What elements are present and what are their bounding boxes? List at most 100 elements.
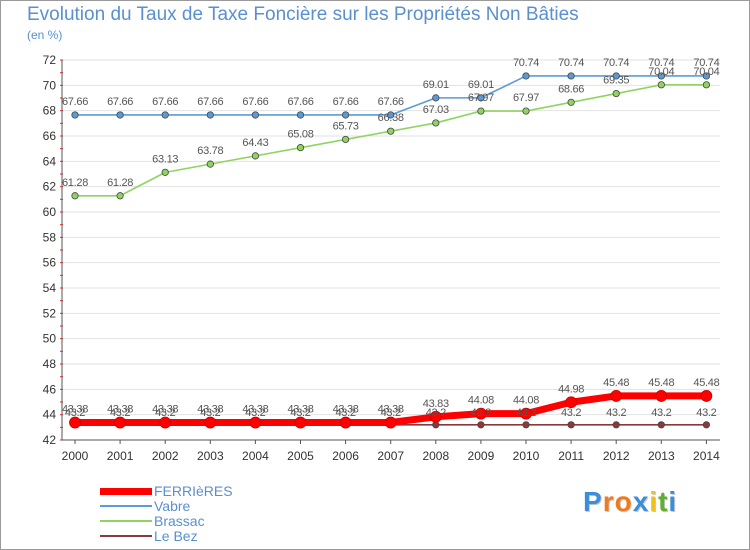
data-point: [432, 119, 440, 127]
data-label: 67.66: [242, 96, 268, 108]
logo-letter: P: [583, 486, 603, 517]
legend-label: Vabre: [154, 498, 191, 514]
y-tick-label: 54: [43, 281, 57, 295]
data-point: [612, 89, 620, 98]
data-label: 67.66: [107, 96, 133, 108]
data-point: [522, 421, 530, 429]
data-point: [204, 416, 217, 429]
data-label: 43.2: [651, 407, 671, 419]
data-point: [477, 421, 485, 429]
data-point: [474, 407, 487, 420]
data-label: 43.38: [107, 404, 133, 416]
x-tick-label: 2006: [332, 449, 359, 463]
data-label: 44.98: [558, 383, 584, 395]
data-label: 66.38: [378, 112, 404, 124]
data-label: 43.2: [200, 407, 220, 419]
data-point: [384, 416, 397, 429]
data-point: [522, 107, 530, 115]
y-tick-label: 50: [43, 332, 57, 346]
data-point: [612, 72, 620, 80]
x-tick-label: 2011: [558, 449, 584, 463]
data-point: [432, 94, 440, 102]
logo-letter: i: [649, 486, 659, 517]
data-point: [567, 72, 575, 80]
data-label: 43.2: [155, 407, 175, 419]
data-label: 61.28: [62, 177, 88, 189]
data-label: 45.48: [693, 377, 719, 389]
data-label: 45.48: [603, 377, 629, 389]
data-point: [116, 111, 124, 119]
data-point: [565, 396, 577, 409]
y-axis-unit-label: (en %): [27, 28, 63, 42]
data-label: 70.74: [603, 57, 629, 69]
x-tick-label: 2002: [152, 449, 179, 463]
data-point: [161, 168, 169, 176]
data-point: [296, 144, 305, 152]
y-tick-label: 68: [43, 104, 57, 118]
legend-label: FERRIèRES: [154, 483, 233, 499]
data-label: 67.66: [62, 96, 88, 108]
data-point: [522, 72, 530, 80]
legend-swatch: [100, 535, 152, 537]
data-label: 43.38: [287, 404, 313, 416]
data-label: 67.97: [468, 92, 494, 104]
data-label: 43.38: [197, 404, 223, 416]
data-point: [657, 72, 665, 80]
data-point: [657, 81, 665, 89]
data-point: [702, 81, 711, 89]
data-label: 43.2: [65, 407, 85, 419]
logo-letter: o: [614, 486, 633, 517]
legend-swatch: [100, 520, 152, 522]
data-label: 43.2: [245, 407, 265, 419]
data-label: 43.2: [696, 407, 716, 419]
y-tick-label: 72: [43, 53, 57, 67]
legend-label: Brassac: [154, 513, 205, 529]
data-label: 43.2: [606, 407, 626, 419]
data-label: 65.73: [333, 120, 359, 132]
data-point: [341, 111, 350, 119]
data-label: 70.74: [513, 57, 539, 69]
y-tick-label: 70: [43, 78, 57, 92]
data-label: 63.78: [197, 145, 223, 157]
y-tick-label: 60: [43, 205, 57, 219]
legend-label: Le Bez: [154, 528, 198, 544]
data-point: [206, 111, 214, 119]
x-tick-label: 2007: [377, 449, 404, 463]
y-tick-label: 56: [43, 256, 57, 270]
y-tick-label: 62: [43, 180, 57, 194]
data-label: 44.08: [513, 395, 539, 407]
data-label: 43.2: [516, 407, 536, 419]
data-label: 43.38: [333, 404, 359, 416]
data-point: [114, 416, 126, 429]
data-point: [702, 72, 711, 80]
x-tick-label: 2004: [242, 449, 269, 463]
y-tick-label: 66: [43, 129, 57, 143]
y-tick-label: 44: [43, 408, 57, 422]
data-point: [702, 421, 711, 429]
data-label: 67.66: [378, 96, 404, 108]
data-label: 43.38: [62, 404, 88, 416]
data-point: [387, 111, 395, 119]
data-point: [477, 107, 485, 115]
x-tick-label: 2009: [468, 449, 495, 463]
proxiti-logo: Proxiti: [583, 486, 677, 518]
x-tick-label: 2003: [197, 449, 224, 463]
data-label: 67.66: [333, 96, 359, 108]
x-tick-label: 2010: [513, 449, 540, 463]
data-label: 69.01: [468, 79, 494, 91]
data-point: [71, 192, 79, 200]
data-point: [251, 111, 259, 119]
data-point: [341, 135, 350, 144]
data-label: 44.08: [468, 395, 494, 407]
data-point: [700, 390, 713, 402]
legend-swatch: [100, 487, 152, 495]
logo-letter: r: [602, 486, 615, 517]
data-point: [655, 390, 668, 402]
x-tick-label: 2013: [648, 449, 675, 463]
data-label: 43.2: [290, 407, 310, 419]
data-label: 43.2: [335, 407, 355, 419]
data-point: [612, 421, 620, 429]
legend-swatch: [100, 505, 152, 507]
data-point: [387, 127, 395, 135]
data-label: 63.13: [152, 153, 178, 165]
